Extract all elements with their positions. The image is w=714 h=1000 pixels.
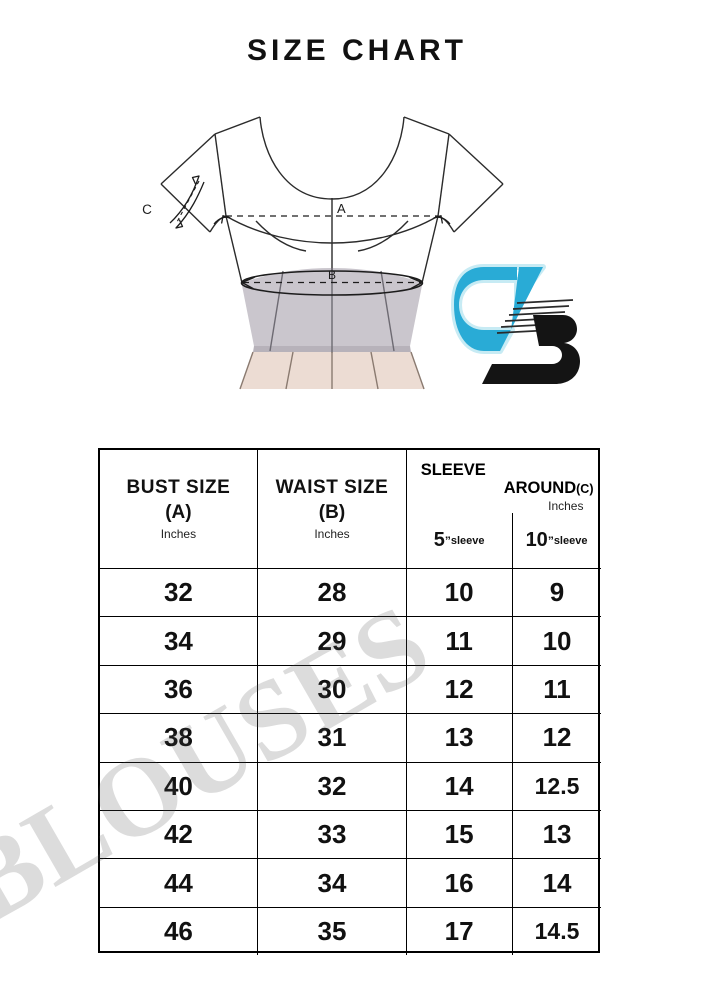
svg-text:C: C bbox=[142, 202, 152, 217]
svg-text:A: A bbox=[337, 201, 346, 216]
svg-text:B: B bbox=[328, 268, 336, 282]
